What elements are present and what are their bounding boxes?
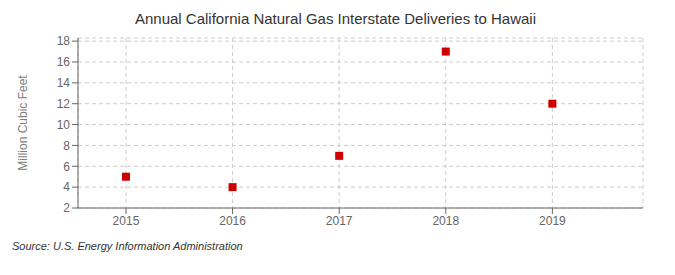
- svg-text:2: 2: [63, 201, 70, 215]
- svg-text:18: 18: [57, 34, 71, 48]
- svg-text:2017: 2017: [326, 214, 353, 228]
- svg-text:4: 4: [63, 180, 70, 194]
- svg-text:2019: 2019: [539, 214, 566, 228]
- svg-text:2015: 2015: [113, 214, 140, 228]
- html-text:Annual California Natural Gas: Annual California Natural Gas Interstate…: [135, 10, 536, 27]
- html-text:Source: U.S. Energy Informatio: Source: U.S. Energy Information Administ…: [12, 240, 243, 252]
- svg-text:12: 12: [57, 97, 71, 111]
- svg-text:10: 10: [57, 118, 71, 132]
- svg-text:6: 6: [63, 160, 70, 174]
- svg-text:16: 16: [57, 55, 71, 69]
- svg-text:2018: 2018: [432, 214, 459, 228]
- svg-text:14: 14: [57, 76, 71, 90]
- svg-text:Million Cubic Feet: Million Cubic Feet: [16, 75, 30, 171]
- svg-text:8: 8: [63, 139, 70, 153]
- svg-text:2016: 2016: [219, 214, 246, 228]
